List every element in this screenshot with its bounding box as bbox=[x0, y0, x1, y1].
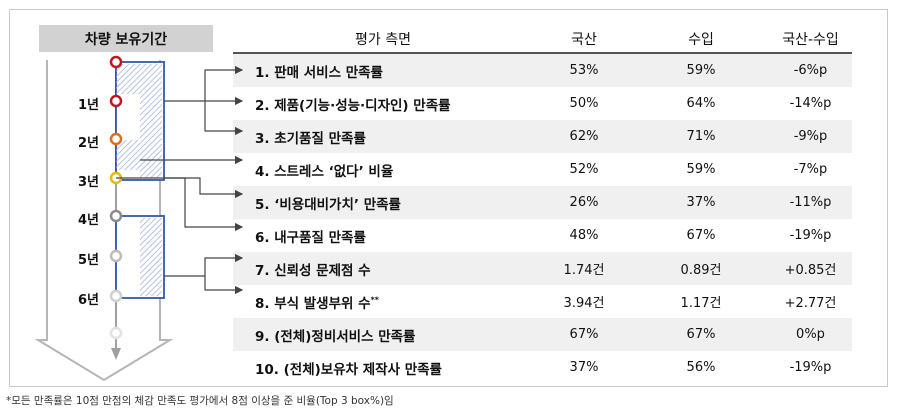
header-domestic: 국산 bbox=[571, 31, 597, 48]
domestic-value: 62% bbox=[569, 129, 599, 144]
diff-value: -19%p bbox=[789, 360, 832, 375]
table-row: 8. 부식 발생부위 수** 3.94건 1.17건 +2.77건 bbox=[233, 285, 852, 318]
diff-value: +2.77건 bbox=[784, 296, 837, 311]
domestic-value: 26% bbox=[569, 195, 599, 210]
imported-value: 64% bbox=[686, 96, 716, 111]
imported-value: 0.89건 bbox=[680, 263, 722, 278]
domestic-value: 48% bbox=[569, 228, 599, 243]
domestic-value: 52% bbox=[569, 162, 599, 177]
row-label: 3. 초기품질 만족률 bbox=[255, 130, 366, 147]
domestic-value: 53% bbox=[569, 63, 599, 78]
year-label: 6년 bbox=[78, 293, 100, 308]
imported-value: 56% bbox=[686, 360, 716, 375]
diff-value: -19%p bbox=[789, 228, 832, 243]
domestic-value: 67% bbox=[569, 327, 599, 342]
diff-value: +0.85건 bbox=[784, 263, 837, 278]
row-label: 1. 판매 서비스 만족률 bbox=[255, 64, 383, 81]
timeline-dot-2y bbox=[109, 132, 123, 146]
imported-value: 37% bbox=[686, 195, 716, 210]
row-label: 8. 부식 발생부위 수** bbox=[255, 292, 379, 312]
domestic-value: 3.94건 bbox=[563, 296, 605, 311]
table-row: 10. (전체)보유차 제작사 만족률 37% 56% -19%p bbox=[233, 351, 852, 384]
domestic-value: 37% bbox=[569, 360, 599, 375]
hatch-segment bbox=[116, 64, 140, 94]
connector-row-3 bbox=[204, 101, 244, 136]
header-aspect: 평가 측면 bbox=[355, 31, 411, 48]
table-row: 3. 초기품질 만족률 62% 71% -9%p bbox=[233, 120, 852, 153]
timeline-dot-0 bbox=[109, 55, 123, 69]
connector-row-6 bbox=[116, 177, 244, 232]
row-label: 2. 제품(기능·성능·디자인) 만족률 bbox=[255, 97, 451, 114]
table-row: 7. 신뢰성 문제점 수 1.74건 0.89건 +0.85건 bbox=[233, 252, 852, 285]
row-label: 5. ‘비용대비가치’ 만족률 bbox=[255, 196, 401, 213]
diff-value: -9%p bbox=[793, 129, 828, 144]
imported-value: 67% bbox=[686, 327, 716, 342]
hatch-segment bbox=[116, 140, 140, 170]
hatch-segment bbox=[140, 64, 162, 178]
timeline-arrow-head bbox=[111, 348, 121, 360]
domestic-value: 1.74건 bbox=[563, 263, 605, 278]
row-label-text: 8. 부식 발생부위 수 bbox=[255, 295, 371, 312]
timeline-dot-6y bbox=[109, 289, 123, 303]
domestic-value: 50% bbox=[569, 96, 599, 111]
imported-value: 59% bbox=[686, 63, 716, 78]
holding-period-title: 차량 보유기간 bbox=[39, 25, 213, 52]
year-label: 4년 bbox=[78, 213, 100, 228]
timeline-dot-4y bbox=[109, 209, 123, 223]
row-label-footnote-mark: ** bbox=[370, 295, 379, 304]
row-label: 4. 스트레스 ‘없다’ 비율 bbox=[255, 163, 394, 180]
diff-value: -7%p bbox=[793, 162, 828, 177]
year-label: 5년 bbox=[78, 253, 100, 268]
content-frame bbox=[9, 9, 888, 387]
diff-value: 0%p bbox=[796, 327, 825, 342]
year-label: 2년 bbox=[78, 136, 100, 151]
footnote: *모든 만족률은 10점 만점의 체감 만족도 평가에서 8점 이상을 준 비율… bbox=[6, 395, 394, 407]
row-label: 9. (전체)정비서비스 만족률 bbox=[255, 328, 416, 345]
table-row: 1. 판매 서비스 만족률 53% 59% -6%p bbox=[233, 54, 852, 87]
header-divider bbox=[233, 52, 852, 54]
table-row: 5. ‘비용대비가치’ 만족률 26% 37% -11%p bbox=[233, 186, 852, 219]
row-label: 7. 신뢰성 문제점 수 bbox=[255, 262, 371, 279]
diff-value: -14%p bbox=[789, 96, 832, 111]
row-label: 6. 내구품질 만족률 bbox=[255, 229, 366, 246]
imported-value: 67% bbox=[686, 228, 716, 243]
header-imported: 수입 bbox=[688, 31, 714, 48]
table-row: 6. 내구품질 만족률 48% 67% -19%p bbox=[233, 219, 852, 252]
diff-value: -6%p bbox=[793, 63, 828, 78]
diff-value: -11%p bbox=[789, 195, 832, 210]
table-row: 9. (전체)정비서비스 만족률 67% 67% 0%p bbox=[233, 318, 852, 351]
connector-row-5 bbox=[164, 177, 244, 199]
row-label: 10. (전체)보유차 제작사 만족률 bbox=[255, 361, 442, 378]
year-label: 1년 bbox=[78, 98, 100, 113]
timeline-dot-1y bbox=[109, 94, 123, 108]
connector-row-8 bbox=[204, 276, 244, 295]
hatch-segment bbox=[140, 218, 162, 296]
imported-value: 1.17건 bbox=[680, 296, 722, 311]
timeline-dot-5y bbox=[109, 249, 123, 263]
imported-value: 71% bbox=[686, 129, 716, 144]
connector-row-1 bbox=[164, 65, 244, 102]
header-diff: 국산-수입 bbox=[782, 31, 839, 48]
table-row: 4. 스트레스 ‘없다’ 비율 52% 59% -7%p bbox=[233, 153, 852, 186]
imported-value: 59% bbox=[686, 162, 716, 177]
timeline-dot-7y bbox=[109, 326, 123, 340]
connector-row-7 bbox=[164, 253, 244, 277]
year-label: 3년 bbox=[78, 175, 100, 190]
table-row: 2. 제품(기능·성능·디자인) 만족률 50% 64% -14%p bbox=[233, 87, 852, 120]
